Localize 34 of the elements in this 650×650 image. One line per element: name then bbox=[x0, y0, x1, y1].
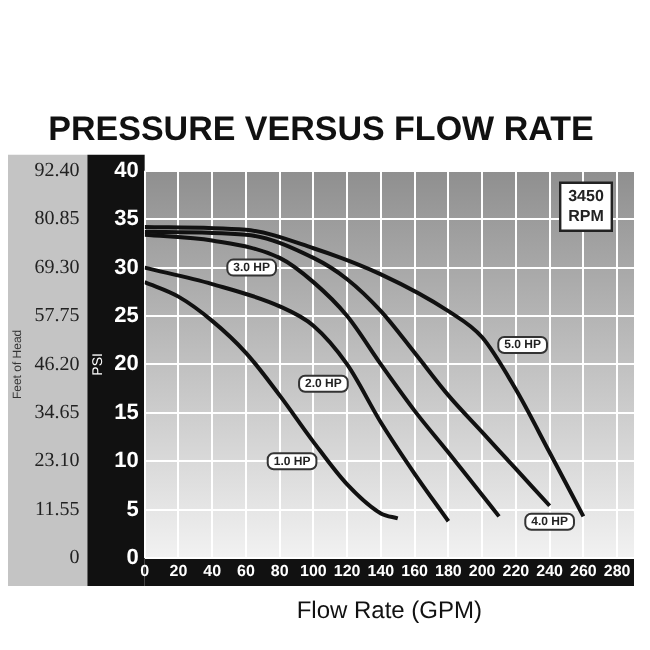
x-tick-label: 20 bbox=[169, 562, 189, 581]
x-tick-label: 220 bbox=[502, 562, 531, 581]
annotation: 3450 RPM bbox=[568, 187, 605, 226]
y2-tick-label: 23.10 bbox=[34, 450, 80, 473]
x-tick-label: 260 bbox=[570, 562, 598, 581]
x-axis-title: Flow Rate (GPM) bbox=[296, 596, 483, 625]
y2-tick-label: 69.30 bbox=[34, 256, 80, 279]
y-tick-label: 25 bbox=[114, 304, 139, 329]
x-tick-label: 180 bbox=[435, 562, 463, 581]
x-tick-label: 120 bbox=[333, 562, 362, 581]
x-tick-label: 0 bbox=[140, 562, 151, 581]
x-tick-label: 240 bbox=[536, 562, 565, 581]
y-tick-label: 5 bbox=[126, 497, 139, 522]
x-tick-label: 40 bbox=[203, 562, 223, 581]
y2-tick-label: 34.65 bbox=[34, 402, 80, 425]
x-tick-label: 100 bbox=[300, 562, 328, 581]
x-tick-label: 80 bbox=[270, 562, 290, 581]
y2-tick-label: 80.85 bbox=[34, 208, 80, 231]
x-tick-label: 160 bbox=[401, 562, 430, 581]
y-tick-label: 35 bbox=[114, 207, 139, 232]
y-tick-label: 10 bbox=[114, 449, 139, 474]
y2-tick-label: 11.55 bbox=[35, 498, 80, 521]
y-tick-label: 15 bbox=[114, 400, 139, 425]
y-tick-label: 40 bbox=[114, 158, 139, 183]
y2-tick-label: 46.20 bbox=[34, 353, 80, 376]
x-tick-label: 60 bbox=[237, 562, 256, 581]
y2-tick-label: 92.40 bbox=[34, 160, 80, 183]
x-tick-label: 140 bbox=[367, 562, 396, 581]
x-tick-label: 280 bbox=[603, 562, 632, 581]
y2-tick-label: 57.75 bbox=[34, 305, 80, 328]
y-tick-label: 20 bbox=[114, 352, 139, 377]
chart-title: PRESSURE VERSUS FLOW RATE bbox=[48, 109, 594, 148]
y-tick-label: 30 bbox=[114, 255, 139, 280]
x-tick-label: 200 bbox=[468, 562, 497, 581]
